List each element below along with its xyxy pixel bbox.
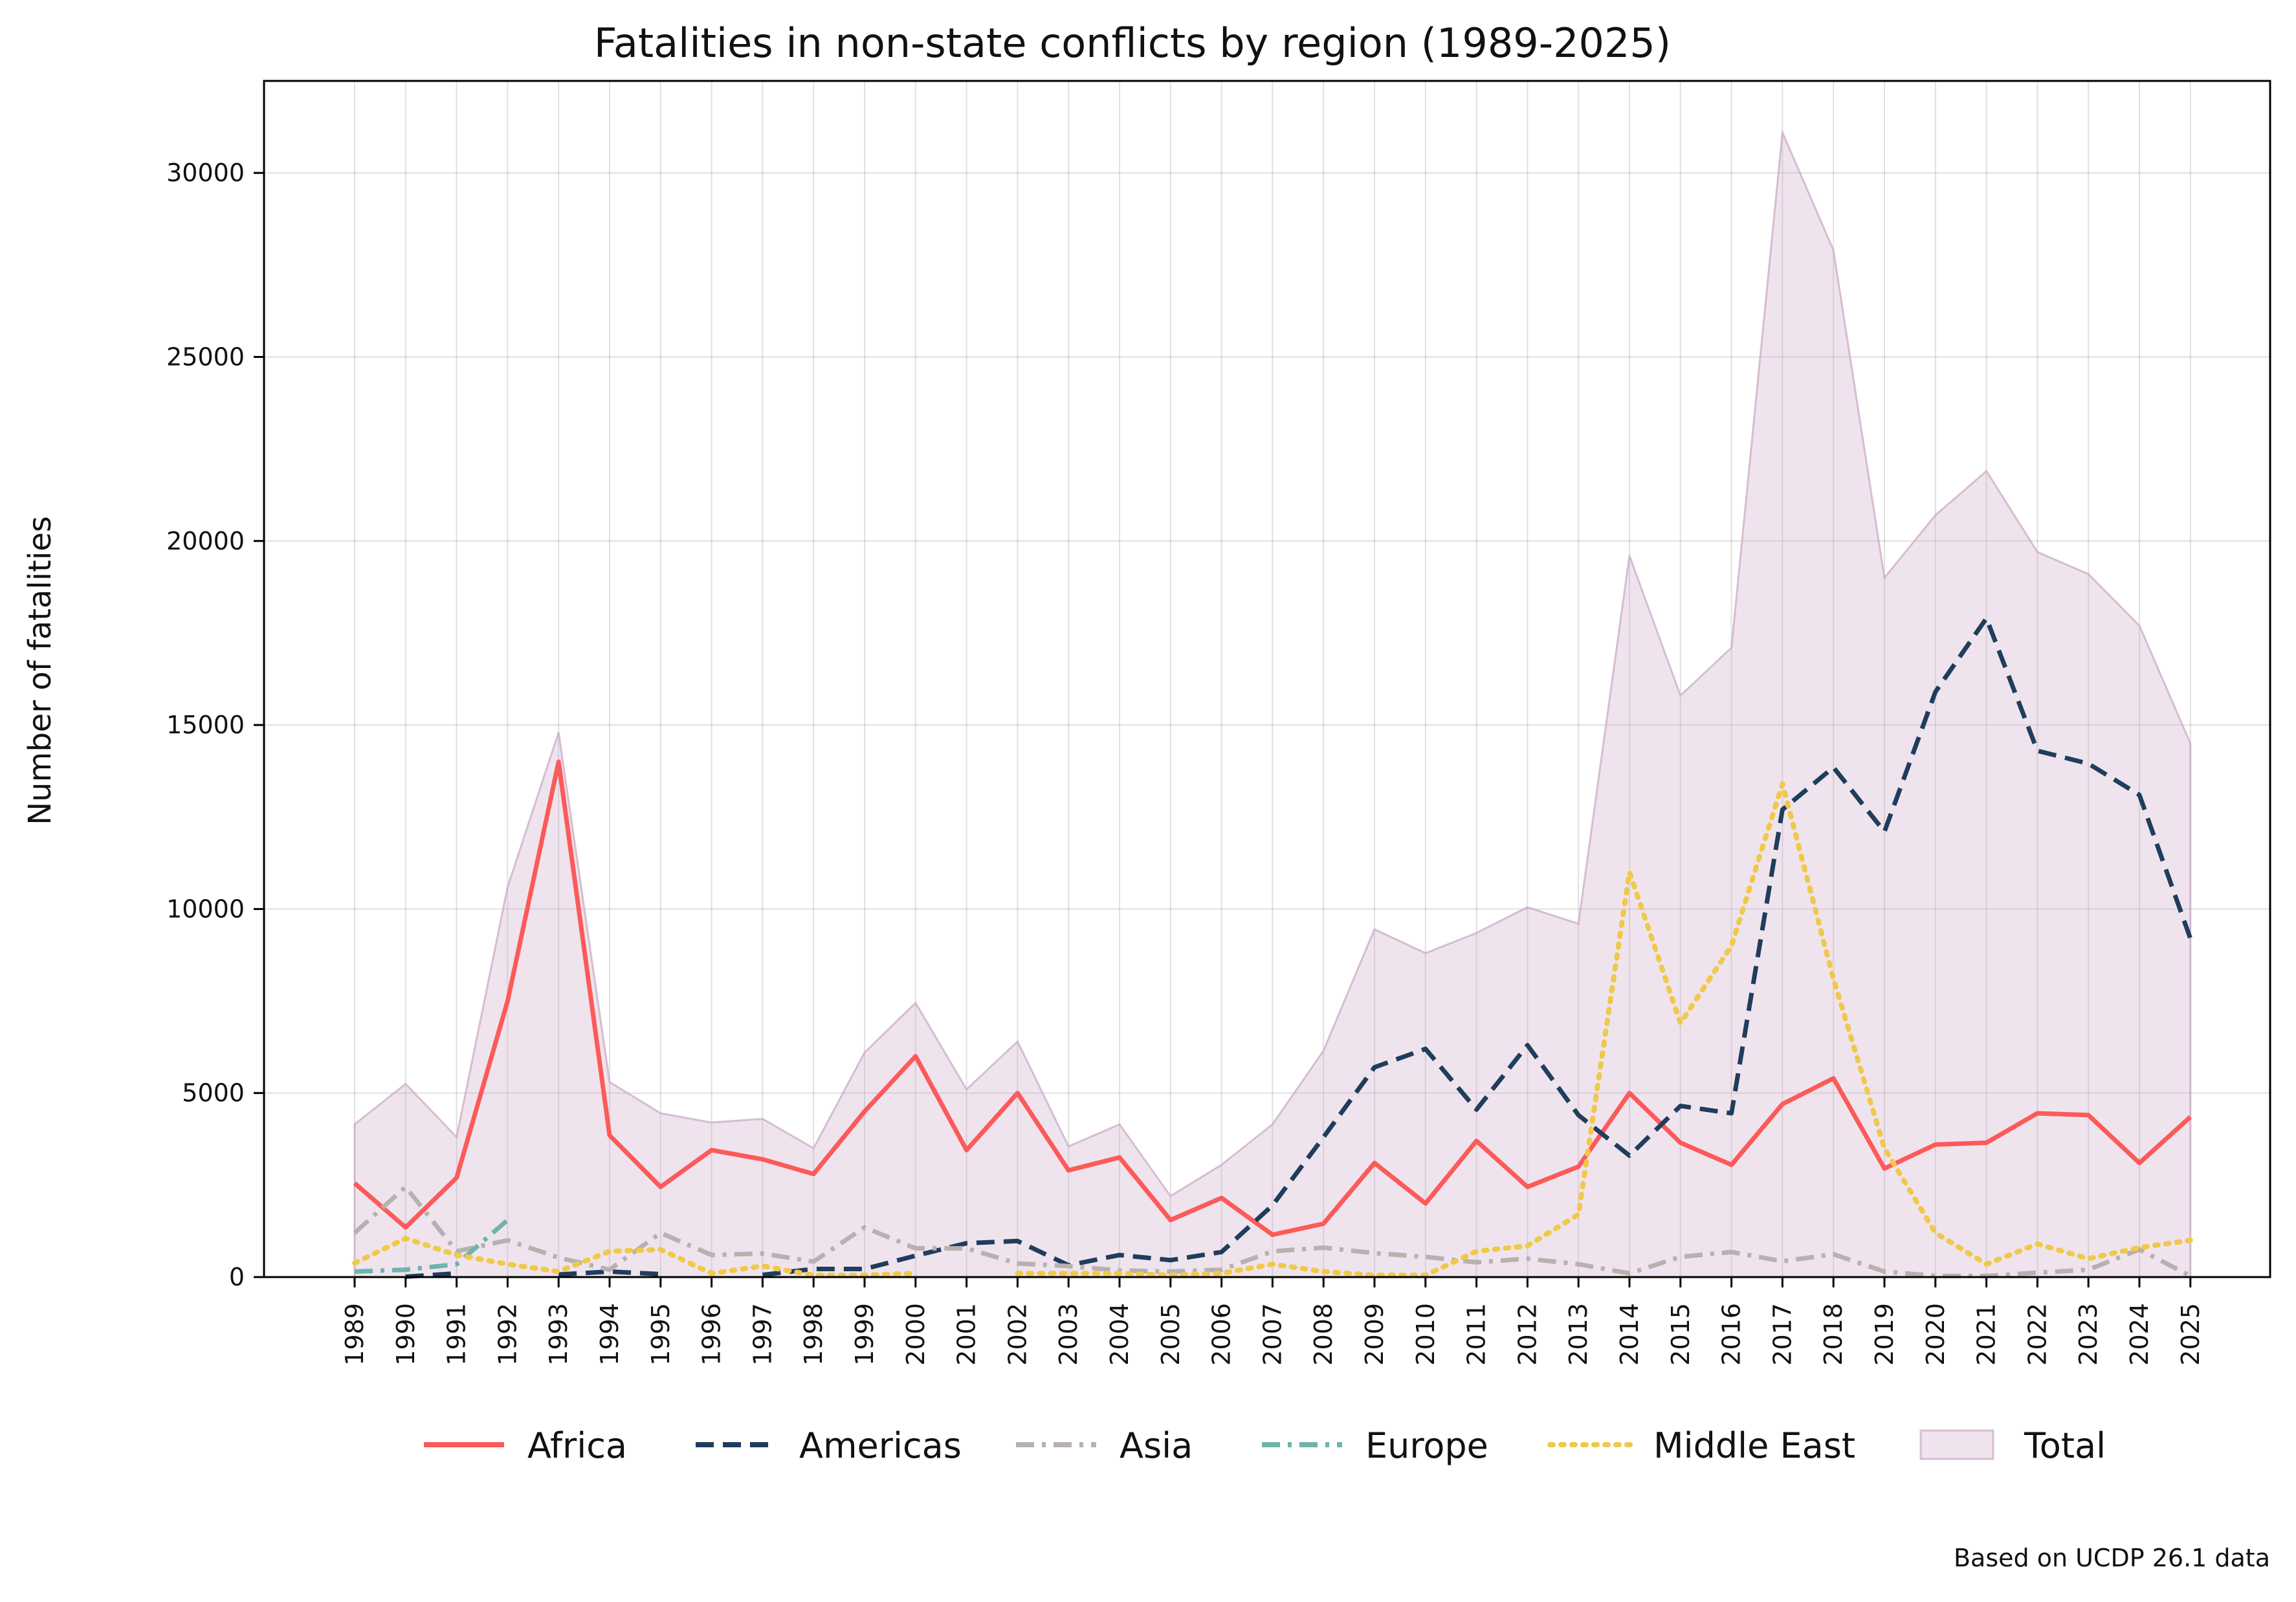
x-tick-label: 2024	[2125, 1303, 2154, 1366]
legend-item-total: Total	[1919, 1425, 2106, 1466]
x-tick-label: 2017	[1768, 1303, 1796, 1366]
x-tick-label: 1993	[544, 1303, 573, 1366]
series-africa	[353, 759, 2192, 1238]
y-tick-label: 10000	[166, 895, 245, 923]
series-asia	[353, 1185, 2192, 1278]
footnote: Based on UCDP 26.1 data	[1954, 1544, 2270, 1572]
x-tick-label: 1999	[850, 1303, 879, 1366]
y-tick-label: 15000	[166, 711, 245, 739]
series-lines	[352, 616, 2193, 1279]
legend-item-americas: Americas	[696, 1425, 962, 1466]
y-tick-label: 25000	[166, 342, 245, 371]
x-tick-label: 2006	[1208, 1303, 1236, 1366]
x-tick-label: 2018	[1819, 1303, 1848, 1366]
y-tick-label: 5000	[182, 1079, 245, 1107]
x-tick-label: 2013	[1564, 1303, 1593, 1366]
legend-item-middle-east: Middle East	[1547, 1425, 1855, 1466]
x-tick-label: 1994	[595, 1303, 624, 1366]
grid	[264, 81, 2270, 1278]
series-line-middle-east	[1015, 781, 2193, 1278]
x-tick-label: 2001	[953, 1303, 981, 1366]
x-tick-label: 1995	[646, 1303, 675, 1366]
y-tick-label: 0	[229, 1263, 245, 1291]
x-tick-label: 2021	[1972, 1303, 2001, 1366]
x-tick-label: 2002	[1003, 1303, 1032, 1366]
x-tick-label: 1997	[748, 1303, 777, 1366]
x-tick-label: 2000	[901, 1303, 930, 1366]
x-tick-label: 2025	[2176, 1303, 2205, 1366]
y-tick-label: 30000	[166, 159, 245, 187]
x-tick-label: 1996	[698, 1303, 726, 1366]
x-tick-label: 2003	[1054, 1303, 1083, 1366]
y-tick-label: 20000	[166, 527, 245, 555]
x-tick-label: 2023	[2074, 1303, 2103, 1366]
legend-label: Middle East	[1653, 1425, 1855, 1466]
legend-label: Asia	[1120, 1425, 1193, 1466]
series-line-middle-east	[352, 1236, 918, 1278]
legend-item-africa: Africa	[424, 1425, 627, 1466]
y-axis-label: Number of fatalities	[22, 516, 58, 825]
legend-label: Americas	[799, 1425, 962, 1466]
x-tick-label: 2020	[1921, 1303, 1950, 1366]
x-tick-label: 2007	[1258, 1303, 1286, 1366]
series-line-europe	[354, 1218, 509, 1274]
legend-swatch	[1919, 1429, 1994, 1460]
x-tick-label: 2012	[1513, 1303, 1541, 1366]
x-axis-ticks: 1989 1990 1991 1992 1993 1994 1995 1996 1997 1998…	[340, 1277, 2205, 1366]
series-line-americas	[762, 616, 2193, 1278]
series-europe	[354, 1218, 509, 1274]
legend: Africa Americas Asia Europe Middle East Total	[424, 1425, 2106, 1466]
x-tick-label: 2015	[1666, 1303, 1695, 1366]
x-tick-label: 2019	[1870, 1303, 1899, 1366]
x-tick-label: 1998	[799, 1303, 828, 1366]
series-line-americas	[558, 1269, 661, 1277]
chart-title: Fatalities in non-state conflicts by reg…	[594, 19, 1671, 67]
series-middle-east	[352, 781, 2193, 1278]
x-tick-label: 1991	[443, 1303, 471, 1366]
x-tick-label: 2014	[1615, 1303, 1644, 1366]
legend-label: Africa	[527, 1425, 627, 1466]
x-tick-label: 1989	[340, 1303, 369, 1366]
x-tick-label: 2008	[1309, 1303, 1338, 1366]
legend-item-asia: Asia	[1016, 1425, 1193, 1466]
x-tick-label: 2005	[1156, 1303, 1185, 1366]
x-tick-label: 2011	[1463, 1303, 1491, 1366]
x-tick-label: 2022	[2023, 1303, 2051, 1366]
total-area-layer	[353, 128, 2192, 1278]
legend-label: Total	[2024, 1425, 2106, 1466]
series-area-total	[353, 128, 2192, 1278]
x-tick-label: 1992	[493, 1303, 522, 1366]
x-tick-label: 2016	[1717, 1303, 1746, 1366]
x-tick-label: 2004	[1105, 1303, 1134, 1366]
x-tick-label: 1990	[392, 1303, 420, 1366]
x-tick-label: 2010	[1411, 1303, 1440, 1366]
series-line-africa	[353, 759, 2192, 1238]
legend-item-europe: Europe	[1262, 1425, 1488, 1466]
legend-label: Europe	[1365, 1425, 1488, 1466]
series-line-asia	[353, 1185, 2192, 1278]
y-axis-ticks: 0 5000 10000 15000 20000 25000 30000	[166, 159, 264, 1291]
plot-frame	[263, 80, 2271, 1278]
x-tick-label: 2009	[1360, 1303, 1389, 1366]
